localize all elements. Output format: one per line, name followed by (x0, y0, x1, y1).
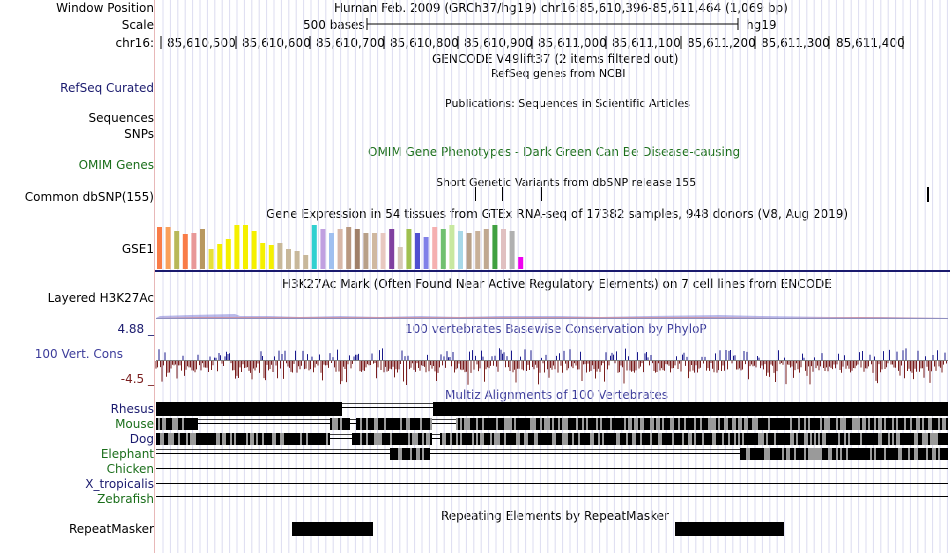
gtex-tissue-bar (449, 225, 455, 269)
gtex-tissue-bar (509, 231, 515, 269)
h3k27ac-track-title[interactable]: H3K27Ac Mark (Often Found Near Active Re… (282, 277, 832, 291)
gtex-tissue-bar (389, 229, 395, 269)
multiz-species-zebrafish[interactable]: Zebrafish (97, 492, 154, 506)
gtex-tissue-bar (363, 233, 369, 269)
scale-label: Scale (121, 18, 154, 32)
gtex-tissue-bar (337, 229, 343, 269)
gtex-track-label[interactable]: GSE1 (121, 242, 154, 256)
omim-track-label[interactable]: OMIM Genes (78, 158, 154, 172)
ruler-tick-label: 85,611,300 (761, 36, 830, 50)
multiz-species-xtropicalis[interactable]: X_tropicalis (85, 477, 154, 491)
gtex-tissue-bar (200, 229, 205, 269)
refseq-track-label[interactable]: RefSeq Curated (60, 81, 154, 95)
gtex-tissue-bar (320, 229, 326, 269)
window-coordinates: chr16:85,610,396-85,611,464 (1,069 bp) (541, 1, 788, 15)
gtex-bars (157, 225, 524, 269)
h3k27ac-track-label[interactable]: Layered H3K27Ac (47, 291, 154, 305)
gtex-tissue-bar (303, 255, 309, 269)
phylop-max-label: 4.88 _ (117, 322, 154, 336)
gtex-tissue-bar (286, 249, 291, 269)
ruler-tick-label: 85,610,500 (167, 36, 236, 50)
dbsnp-track-label[interactable]: Common dbSNP(155) (24, 190, 154, 204)
window-position-label: Window Position (56, 1, 154, 15)
gtex-tissue-bar (182, 234, 188, 269)
gtex-tissue-bar (329, 233, 334, 269)
gtex-tissue-bar (277, 243, 283, 269)
repeatmasker-track-label[interactable]: RepeatMasker (68, 522, 154, 536)
gtex-tissue-bar (311, 225, 317, 269)
label-gutter-divider (154, 0, 155, 553)
gtex-tissue-bar (483, 229, 489, 269)
gtex-tissue-bar (157, 227, 162, 269)
gtex-tissue-bar (268, 245, 274, 269)
base-grid (162, 0, 948, 553)
dbsnp-features (475, 187, 929, 202)
gtex-baseline (155, 270, 950, 272)
gtex-tissue-bar (475, 231, 481, 269)
gtex-tissue-bar (243, 225, 248, 269)
multiz-alignments (156, 402, 948, 497)
dbsnp-track-title[interactable]: Short Genetic Variants from dbSNP releas… (436, 176, 697, 189)
ruler-tick-label: 85,611,200 (687, 36, 756, 50)
repeatmasker-elements (292, 522, 784, 536)
ruler-ticks (160, 36, 904, 49)
gtex-tissue-bar (432, 227, 438, 269)
gtex-tissue-bar (440, 229, 446, 269)
gtex-tissue-bar (406, 229, 412, 269)
gtex-tissue-bar (354, 229, 360, 269)
snps-track-label[interactable]: SNPs (124, 127, 154, 141)
gtex-tissue-bar (217, 244, 223, 269)
gtex-tissue-bar (234, 225, 240, 269)
gtex-tissue-bar (415, 233, 420, 269)
gtex-tissue-bar (423, 237, 429, 269)
multiz-species-elephant[interactable]: Elephant (100, 447, 154, 461)
h3k27ac-signal (156, 314, 948, 319)
gtex-tissue-bar (208, 249, 214, 269)
gtex-tissue-bar (174, 231, 180, 269)
gtex-tissue-bar (466, 233, 472, 269)
ruler-tick-label: 85,611,400 (836, 36, 905, 50)
gtex-tissue-bar (191, 233, 197, 269)
multiz-species-dog[interactable]: Dog (129, 432, 154, 446)
multiz-species-rhesus[interactable]: Rhesus (110, 402, 154, 416)
gtex-tissue-bar (225, 239, 231, 269)
gtex-tissue-bar (251, 231, 257, 269)
gtex-tissue-bar (260, 243, 266, 269)
phylop-min-label: -4.5 _ (120, 372, 154, 386)
multiz-species-mouse[interactable]: Mouse (115, 417, 154, 431)
gtex-tissue-bar (501, 229, 506, 269)
scale-assembly: hg19 (746, 18, 777, 32)
omim-track-title[interactable]: OMIM Gene Phenotypes - Dark Green Can Be… (368, 145, 741, 159)
gtex-tissue-bar (492, 225, 498, 269)
scale-bar (366, 18, 739, 30)
multiz-track-title[interactable]: Multiz Alignments of 100 Vertebrates (445, 388, 669, 402)
multiz-species-chicken[interactable]: Chicken (106, 462, 154, 476)
chrom-label: chr16: (115, 36, 154, 50)
gtex-tissue-bar (458, 231, 463, 269)
phylop-track-label[interactable]: 100 Vert. Cons (34, 347, 123, 361)
phylop-signal (155, 348, 948, 385)
gtex-tissue-bar (397, 247, 403, 269)
gtex-track-title[interactable]: Gene Expression in 54 tissues from GTEx … (266, 207, 849, 221)
gtex-tissue-bar (380, 233, 386, 269)
sequences-track-label[interactable]: Sequences (88, 111, 154, 125)
gtex-tissue-bar (294, 251, 300, 269)
gtex-tissue-bar (165, 227, 171, 269)
gtex-tissue-bar (518, 257, 524, 269)
gtex-tissue-bar (346, 227, 352, 269)
gtex-tissue-bar (372, 233, 377, 269)
phylop-track-title[interactable]: 100 vertebrates Basewise Conservation by… (405, 322, 707, 336)
